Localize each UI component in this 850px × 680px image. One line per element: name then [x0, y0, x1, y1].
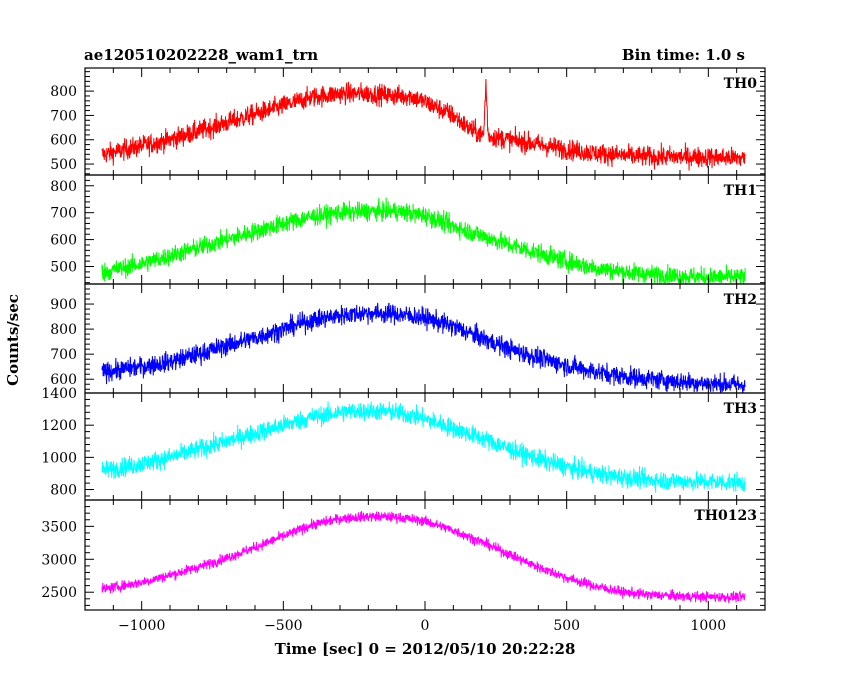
panel-label: TH2: [724, 292, 757, 308]
series-line-th0: [101, 78, 746, 171]
series-line-th3: [101, 401, 746, 493]
x-tick-label: 0: [421, 618, 430, 634]
y-tick-label: 900: [50, 297, 77, 313]
panel-th2: 600 700 800 900 TH2: [50, 283, 766, 394]
panel-th3: 800 1000 1200 1400 TH3: [41, 386, 766, 501]
panel-label: TH1: [724, 183, 757, 199]
series-line-th0123: [101, 510, 746, 604]
x-tick-label: 500: [553, 618, 580, 634]
panel-label: TH3: [724, 401, 757, 417]
y-tick-label: 600: [50, 133, 77, 149]
chart-subtitle: Bin time: 1.0 s: [622, 46, 745, 64]
y-tick-label: 500: [50, 157, 77, 173]
series-line-th2: [101, 302, 746, 393]
x-axis-label: Time [sec] 0 = 2012/05/10 20:22:28: [275, 640, 576, 658]
y-tick-label: 1000: [41, 450, 77, 466]
y-tick-label: 3500: [41, 519, 77, 535]
panel-th0123: 2500 3000 3500 TH0123: [41, 499, 766, 611]
x-tick-label: −1000: [118, 618, 165, 634]
y-tick-label: 1200: [41, 418, 77, 434]
series-line-th1: [101, 197, 746, 285]
y-tick-label: 800: [50, 84, 77, 100]
y-tick-label: 600: [50, 372, 77, 388]
panel-label: TH0123: [694, 508, 757, 524]
y-tick-label: 800: [50, 179, 77, 195]
x-tick-label: −500: [264, 618, 302, 634]
y-tick-label: 700: [50, 108, 77, 124]
panels-group: 500 600 700 800 TH0 500 600 700 800 TH1 600 700 800 9…: [41, 67, 766, 634]
y-tick-label: 2500: [41, 585, 77, 601]
y-tick-label: 800: [50, 483, 77, 499]
panel-th0: 500 600 700 800 TH0: [50, 67, 766, 176]
panel-frame: [84, 174, 766, 285]
x-tick-label: 1000: [690, 618, 726, 634]
chart-title: ae120510202228_wam1_trn: [84, 46, 318, 64]
panel-th1: 500 600 700 800 TH1: [50, 174, 766, 285]
panel-label: TH0: [724, 76, 758, 92]
y-tick-label: 500: [50, 260, 77, 276]
y-tick-label: 700: [50, 206, 77, 222]
y-tick-label: 600: [50, 233, 77, 249]
y-tick-label: 1400: [41, 386, 77, 402]
y-tick-label: 800: [50, 322, 77, 338]
y-axis-label: Counts/sec: [4, 294, 22, 386]
y-tick-label: 3000: [41, 552, 77, 568]
y-tick-label: 700: [50, 347, 77, 363]
